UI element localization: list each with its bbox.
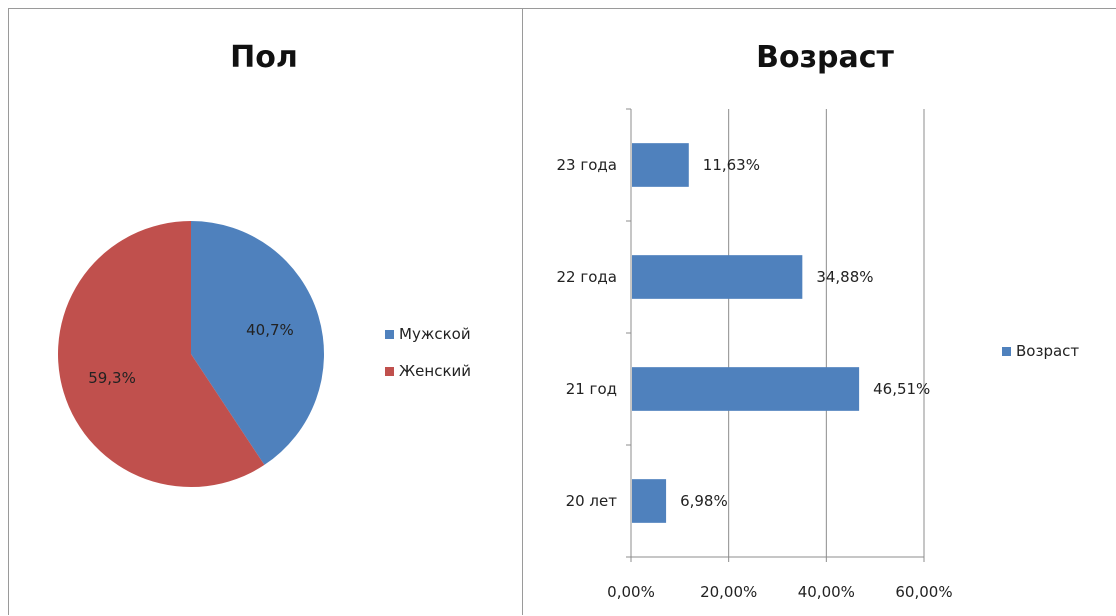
legend-label: Мужской <box>399 325 471 343</box>
legend-label: Женский <box>399 362 471 380</box>
y-category-label: 21 год <box>566 380 617 398</box>
bar-1 <box>632 367 860 411</box>
legend-swatch <box>385 367 394 376</box>
age-chart-panel: Возраст 0,00% 20,00% 40,00% 60,00% 20 лет 6,… <box>522 8 1116 615</box>
pie-data-label: 40,7% <box>246 321 294 339</box>
bar-chart-title: Возраст <box>756 40 894 75</box>
bar-3 <box>632 143 689 187</box>
y-category-label: 23 года <box>557 156 617 174</box>
x-tick-label: 60,00% <box>895 583 952 601</box>
age-bar-chart: Возраст 0,00% 20,00% 40,00% 60,00% 20 лет 6,… <box>557 40 1080 601</box>
bar-data-label: 46,51% <box>873 380 930 398</box>
bar-2 <box>632 255 803 299</box>
y-category-label: 20 лет <box>566 492 618 510</box>
x-tick-label: 0,00% <box>607 583 655 601</box>
x-tick-label: 40,00% <box>798 583 855 601</box>
pie-slice-female <box>57 221 265 487</box>
bar-0 <box>632 479 667 523</box>
pie-chart-title: Пол <box>230 40 298 75</box>
y-category-label: 22 года <box>557 268 617 286</box>
legend-swatch <box>1002 347 1011 356</box>
bar-data-label: 11,63% <box>703 156 760 174</box>
x-tick-label: 20,00% <box>700 583 757 601</box>
bar-data-label: 6,98% <box>680 492 728 510</box>
gender-chart-panel: Пол 40,7% 59,3% Мужской Женский <box>8 8 523 615</box>
bar-data-label: 34,88% <box>816 268 873 286</box>
pie-slice-male <box>191 221 324 465</box>
legend-label: Возраст <box>1016 342 1079 360</box>
pie-data-label: 59,3% <box>88 369 136 387</box>
legend-swatch <box>385 330 394 339</box>
gender-pie-chart: Пол 40,7% 59,3% Мужской Женский <box>57 40 471 487</box>
